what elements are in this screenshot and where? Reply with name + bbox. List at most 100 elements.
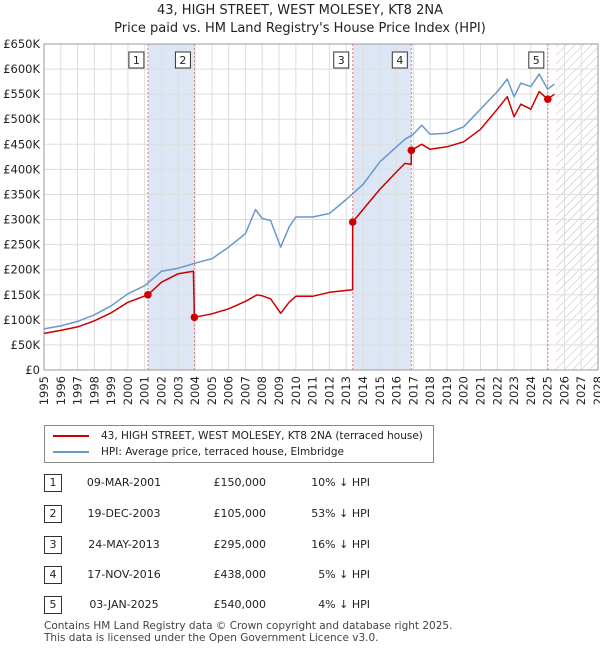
y-tick-label: £500K — [3, 112, 40, 126]
y-tick-label: £100K — [3, 313, 40, 327]
x-tick-label: 2000 — [121, 376, 135, 405]
y-tick-label: £400K — [3, 162, 40, 176]
footer-licence: This data is licensed under the Open Gov… — [44, 632, 379, 644]
x-tick-label: 2023 — [507, 376, 521, 405]
y-tick-label: £450K — [3, 137, 40, 151]
x-tick-label: 2013 — [339, 376, 353, 405]
y-tick-label: £550K — [3, 87, 40, 101]
x-tick-label: 2007 — [238, 376, 252, 405]
x-tick-label: 2025 — [541, 376, 555, 405]
x-tick-label: 1997 — [71, 376, 85, 405]
sale-point — [144, 290, 152, 299]
sale-number-label: 3 — [338, 54, 345, 67]
x-tick-label: 2017 — [406, 376, 420, 405]
footer-copyright: Contains HM Land Registry data © Crown c… — [44, 620, 453, 632]
transaction-price: £105,000 — [213, 507, 267, 520]
x-tick-label: 2012 — [322, 376, 336, 405]
x-tick-label: 2016 — [390, 376, 404, 405]
y-tick-label: £200K — [3, 263, 40, 277]
x-tick-label: 2019 — [440, 376, 454, 405]
sale-point — [348, 218, 357, 226]
transaction-price: £540,000 — [213, 598, 267, 611]
transaction-number: 1 — [44, 474, 62, 492]
price-series-line — [43, 90, 555, 335]
transaction-hpi-diff: 10% ↓ HPI — [311, 476, 370, 489]
x-tick-label: 1996 — [54, 376, 68, 405]
sale-number-box — [174, 51, 191, 69]
x-tick-label: 2010 — [289, 376, 303, 405]
legend-hpi-swatch — [53, 451, 89, 453]
legend-hpi-label: HPI: Average price, terraced house, Elmb… — [101, 446, 344, 458]
sale-point — [190, 313, 199, 322]
transaction-price: £295,000 — [213, 538, 267, 551]
forecast-hatch-area — [556, 44, 598, 370]
transaction-row: 4 17-NOV-2016 £438,000 5% ↓ HPI — [44, 566, 464, 584]
transaction-number: 5 — [44, 596, 62, 614]
x-tick-label: 2015 — [373, 376, 387, 405]
hpi-series-line — [43, 73, 555, 330]
sale-number-label: 1 — [133, 54, 140, 67]
transaction-price: £438,000 — [213, 568, 267, 581]
x-tick-label: 2011 — [306, 376, 320, 405]
transaction-date: 03-JAN-2025 — [89, 598, 159, 611]
y-tick-label: £350K — [3, 187, 40, 201]
x-tick-label: 2004 — [188, 376, 202, 405]
x-tick-label: 2005 — [205, 376, 219, 405]
transaction-date: 24-MAY-2013 — [88, 538, 160, 551]
transaction-date: 17-NOV-2016 — [87, 568, 161, 581]
y-tick-label: £150K — [3, 288, 40, 302]
transaction-number: 3 — [44, 536, 62, 554]
x-tick-label: 2018 — [423, 376, 437, 405]
x-tick-label: 2024 — [524, 376, 538, 405]
x-tick-label: 2026 — [557, 376, 571, 405]
transaction-hpi-diff: 4% ↓ HPI — [318, 598, 370, 611]
sale-number-label: 5 — [533, 54, 540, 67]
transaction-price: £150,000 — [213, 476, 267, 489]
x-tick-label: 2020 — [457, 376, 471, 405]
transaction-date: 09-MAR-2001 — [86, 476, 162, 489]
transaction-row: 5 03-JAN-2025 £540,000 4% ↓ HPI — [44, 596, 464, 614]
transaction-hpi-diff: 5% ↓ HPI — [318, 568, 370, 581]
y-tick-label: £50K — [11, 338, 41, 352]
x-tick-label: 2006 — [222, 376, 236, 405]
plot-frame — [43, 43, 599, 371]
sale-number-label: 2 — [179, 54, 186, 67]
chart-title: 43, HIGH STREET, WEST MOLESEY, KT8 2NA — [157, 3, 443, 18]
x-tick-label: 2009 — [272, 376, 286, 405]
y-tick-label: £600K — [3, 62, 40, 76]
legend-item-price: 43, HIGH STREET, WEST MOLESEY, KT8 2NA (… — [53, 428, 423, 444]
sale-number-label: 4 — [396, 54, 403, 67]
y-tick-label: £0 — [25, 363, 40, 377]
sale-point — [407, 146, 416, 155]
transaction-date: 19-DEC-2003 — [87, 507, 161, 520]
shaded-period-band — [352, 44, 412, 370]
legend-price-label: 43, HIGH STREET, WEST MOLESEY, KT8 2NA (… — [101, 430, 423, 442]
sale-point — [544, 95, 552, 103]
legend-price-swatch — [53, 435, 89, 437]
transaction-number: 4 — [44, 566, 62, 584]
x-tick-label: 2027 — [574, 376, 588, 405]
x-tick-label: 2003 — [171, 376, 185, 405]
x-tick-label: 2022 — [490, 376, 504, 405]
transaction-hpi-diff: 53% ↓ HPI — [311, 507, 370, 520]
x-tick-label: 1995 — [37, 376, 51, 405]
x-tick-label: 2014 — [356, 376, 370, 405]
x-tick-label: 1998 — [87, 376, 101, 405]
transaction-row: 2 19-DEC-2003 £105,000 53% ↓ HPI — [44, 505, 464, 523]
transaction-row: 1 09-MAR-2001 £150,000 10% ↓ HPI — [44, 474, 464, 492]
transaction-hpi-diff: 16% ↓ HPI — [311, 538, 370, 551]
shaded-period-band — [147, 44, 195, 370]
price-chart: £0 £50K £100K £150K £200K £250K £300K £350K £400… — [3, 37, 600, 405]
x-tick-label: 2008 — [255, 376, 269, 405]
x-tick-label: 2001 — [138, 376, 152, 405]
x-tick-label: 2021 — [473, 376, 487, 405]
sale-number-box — [128, 51, 145, 69]
sale-number-box — [391, 51, 408, 69]
sale-number-box — [528, 51, 545, 69]
sale-number-box — [333, 51, 350, 69]
y-tick-label: £300K — [3, 213, 40, 227]
transaction-number: 2 — [44, 505, 62, 523]
x-tick-label: 1999 — [104, 376, 118, 405]
legend-item-hpi: HPI: Average price, terraced house, Elmb… — [53, 444, 344, 460]
chart-subtitle: Price paid vs. HM Land Registry's House … — [114, 21, 486, 36]
